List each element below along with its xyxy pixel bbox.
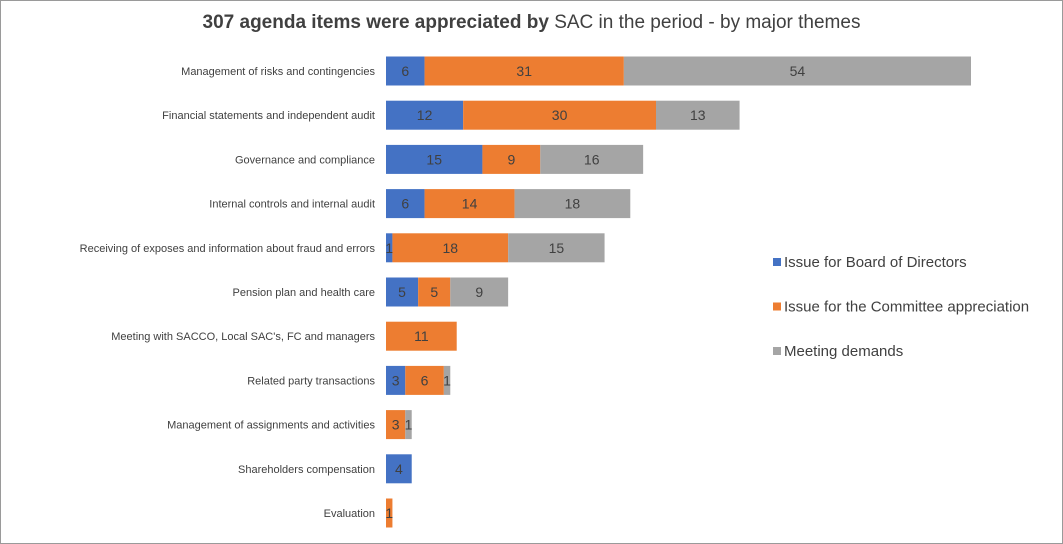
chart-title: 307 agenda items were appreciated by SAC… [1,12,1062,34]
category-label: Governance and compliance [235,154,375,166]
data-label: 15 [426,151,442,167]
data-label: 18 [442,240,458,256]
category-label: Shareholders compensation [238,464,375,476]
data-label: 6 [401,63,409,79]
bar-segment [386,144,483,174]
data-label: 5 [430,284,438,300]
category-label: Meeting with SACCO, Local SAC's, FC and … [111,331,375,343]
chart-title-bold: 307 agenda items were appreciated by [202,12,549,33]
data-label: 1 [443,372,451,388]
bar-segment [386,56,425,86]
data-label: 16 [584,151,600,167]
bar-segment [386,498,393,528]
data-label: 9 [475,284,483,300]
bar-segment [418,277,451,307]
bar-segment [656,100,740,130]
data-label: 11 [414,328,429,344]
data-label: 1 [385,240,393,256]
bar-segment [508,233,605,263]
legend-swatch [773,302,781,311]
category-label: Management of assignments and activities [167,420,375,432]
data-label: 12 [417,107,433,123]
bar-segment [386,410,406,440]
data-label: 3 [392,372,400,388]
legend-swatch [773,258,781,266]
bar-segment [386,321,457,351]
legend-swatch [773,347,781,355]
bar-segment [386,454,412,484]
data-label: 54 [790,63,806,79]
bar-segment [386,365,406,395]
chart-title-normal: SAC in the period - by major themes [548,12,861,33]
bar-segment [392,233,509,263]
data-label: 5 [398,284,406,300]
data-label: 31 [516,63,532,79]
legend-label: Issue for Board of Directors [784,254,967,271]
category-label: Financial statements and independent aud… [162,110,375,122]
data-label: 6 [401,196,409,212]
category-label: Management of risks and contingencies [181,66,375,78]
bar-segment [424,189,515,219]
data-label: 1 [405,417,413,433]
category-label: Receiving of exposes and information abo… [80,243,376,255]
data-label: 30 [552,107,568,123]
bar-segment [443,365,451,395]
bar-segment [514,189,631,219]
bar-segment [386,100,464,130]
data-label: 4 [395,461,403,477]
bar-segment [450,277,509,307]
category-label: Internal controls and internal audit [209,199,375,211]
bar-segment [405,410,412,440]
legend-label: Issue for the Committee appreciation [784,299,1029,316]
data-label: 15 [549,240,565,256]
category-label: Pension plan and health care [233,287,376,299]
data-label: 13 [690,107,706,123]
legend-label: Meeting demands [784,343,903,360]
data-label: 1 [385,505,393,521]
data-label: 6 [421,372,429,388]
data-label: 9 [507,151,515,167]
bar-segment [482,144,541,174]
bar-segment [386,189,425,219]
bar-segment [386,277,419,307]
bar-segment [405,365,444,395]
category-label: Evaluation [324,508,375,520]
data-label: 14 [462,196,478,212]
bar-segment [424,56,624,86]
bar-segment [386,233,393,263]
bar-segment [623,56,971,86]
bar-segment [463,100,656,130]
data-label: 18 [565,196,581,212]
data-label: 3 [392,417,400,433]
bar-segment [540,144,644,174]
category-label: Related party transactions [247,375,375,387]
